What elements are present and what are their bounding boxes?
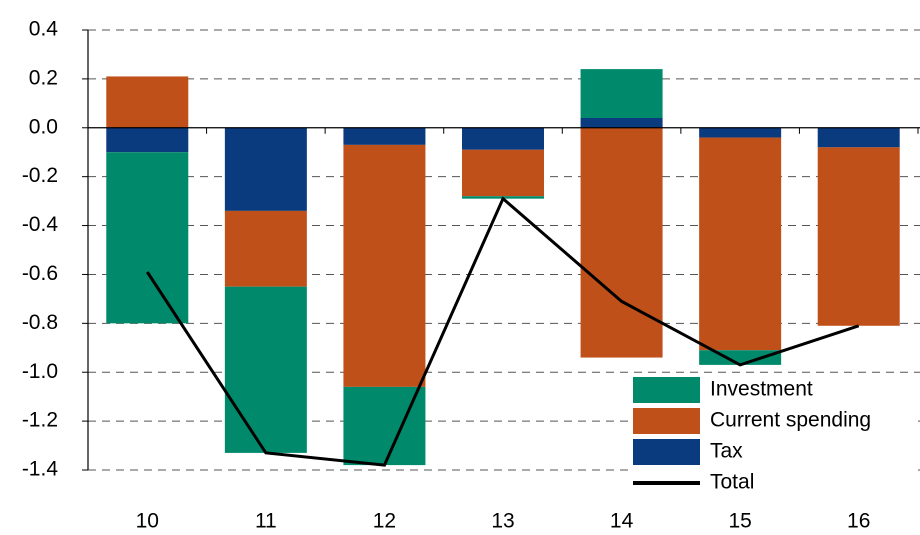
x-tick-label: 16 — [847, 510, 870, 533]
x-tick-label: 12 — [373, 510, 396, 533]
y-tick-label: -0.4 — [22, 213, 59, 236]
bar — [343, 127, 426, 145]
legend-swatch — [633, 439, 700, 465]
x-tick-label: 11 — [255, 510, 277, 533]
y-tick-label: 0.2 — [29, 66, 58, 89]
legend-label: Investment — [710, 378, 813, 401]
bar — [580, 118, 663, 128]
bar — [817, 127, 900, 148]
bar — [699, 127, 782, 138]
bar — [817, 147, 900, 326]
legend-swatch — [633, 377, 700, 403]
y-tick-label: -1.0 — [22, 360, 58, 383]
bar — [106, 76, 189, 128]
bar — [224, 210, 307, 287]
bar — [699, 137, 782, 351]
bar — [343, 386, 426, 466]
x-tick-label: 15 — [728, 510, 751, 533]
y-tick-label: -0.2 — [22, 164, 58, 187]
bar — [224, 286, 307, 453]
y-tick-label: -1.4 — [22, 458, 59, 481]
bar — [106, 127, 189, 153]
y-tick-label: 0.0 — [29, 115, 58, 138]
y-tick-label: -0.6 — [22, 262, 58, 285]
legend-label: Current spending — [710, 409, 871, 432]
bar — [699, 350, 782, 365]
legend-label: Total — [710, 471, 754, 494]
legend-swatch — [633, 408, 700, 434]
bar — [462, 149, 544, 197]
bar — [106, 152, 189, 324]
y-tick-label: 0.4 — [29, 18, 59, 41]
bar — [224, 127, 307, 211]
x-tick-label: 14 — [610, 510, 634, 533]
bar — [580, 69, 663, 118]
bar — [462, 127, 544, 150]
y-tick-label: -0.8 — [22, 311, 58, 334]
bar — [580, 127, 663, 358]
bar — [343, 144, 426, 387]
y-tick-label: -1.2 — [22, 409, 58, 432]
x-tick-label: 10 — [136, 510, 159, 533]
legend-label: Tax — [710, 440, 743, 463]
x-tick-label: 13 — [491, 510, 514, 533]
total-line — [146, 196, 860, 467]
